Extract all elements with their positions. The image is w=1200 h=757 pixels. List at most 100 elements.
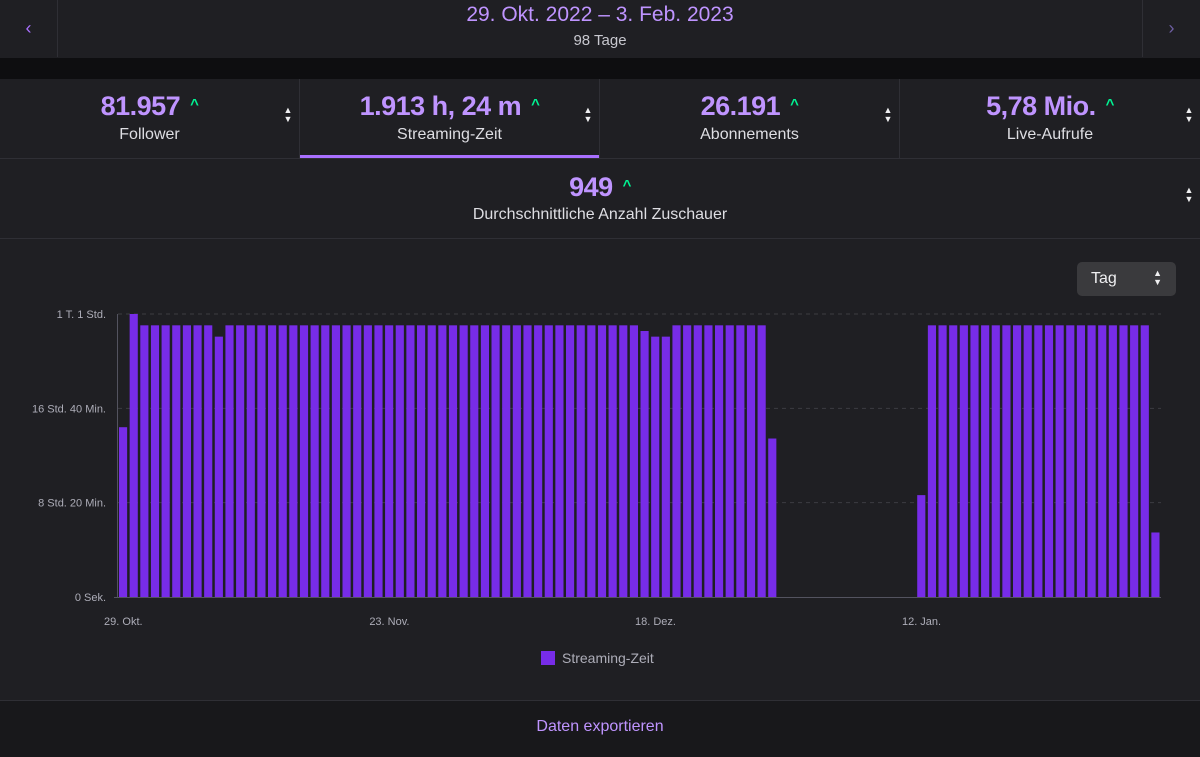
stat-value: 5,78 Mio.	[986, 91, 1096, 121]
y-tick-label: 1 T. 1 Std.	[57, 309, 106, 321]
chevron-right-icon: ›	[1168, 18, 1175, 38]
bar	[193, 325, 202, 597]
period-select[interactable]: Tag ▲ ▼	[1077, 262, 1176, 296]
divider-band	[0, 58, 1200, 79]
stat-card-followers[interactable]: 81.957 ^ Follower ▲ ▼	[0, 79, 300, 158]
bar	[289, 325, 298, 597]
stat-value: 26.191	[700, 91, 781, 121]
chevron-left-icon: ‹	[25, 18, 32, 38]
bar	[1044, 325, 1054, 597]
sort-icon[interactable]: ▲ ▼	[883, 105, 893, 124]
trend-up-icon: ^	[790, 96, 799, 113]
bar	[672, 325, 681, 597]
date-navigation-bar: ‹ 29. Okt. 2022 – 3. Feb. 2023 98 Tage ›	[0, 0, 1200, 59]
date-range: 29. Okt. 2022 – 3. Feb. 2023	[466, 3, 734, 26]
bar	[544, 325, 553, 597]
bar	[746, 325, 756, 597]
bar	[1013, 325, 1022, 597]
bar	[438, 325, 447, 597]
bar	[1055, 325, 1064, 597]
bar	[683, 325, 692, 597]
streaming-time-chart: 0 Sek. 8 Std. 20 Min. 16 Std. 40 Min. 1 T. …	[32, 309, 1161, 666]
bar	[140, 325, 149, 597]
bar	[268, 325, 277, 597]
sort-icon[interactable]: ▲ ▼	[583, 105, 593, 124]
bar	[523, 325, 532, 597]
bar	[757, 325, 766, 597]
bar	[214, 336, 223, 597]
bar	[310, 325, 319, 597]
bar	[225, 325, 234, 597]
bar	[182, 325, 191, 597]
bar	[736, 325, 745, 597]
stat-card-average-viewers[interactable]: 949 ^ Durchschnittliche Anzahl Zuschauer …	[0, 159, 1200, 239]
bar	[566, 325, 575, 597]
x-tick-label: 12. Jan.	[902, 616, 941, 628]
bar	[321, 325, 330, 597]
bar	[704, 325, 713, 597]
trend-up-icon: ^	[622, 177, 632, 194]
bar	[1130, 325, 1139, 597]
bar	[385, 325, 394, 597]
x-tick-label: 18. Dez.	[635, 616, 676, 628]
y-tick-label: 16 Std. 40 Min.	[32, 403, 106, 415]
bar	[927, 325, 936, 597]
trend-up-icon: ^	[190, 96, 199, 113]
bar	[555, 325, 564, 597]
bar	[1066, 325, 1075, 597]
previous-period-button[interactable]: ‹	[0, 0, 58, 57]
bar	[629, 325, 638, 597]
bar	[1087, 325, 1096, 597]
sort-icon[interactable]: ▲ ▼	[1184, 105, 1194, 124]
x-tick-label: 29. Okt.	[104, 616, 143, 628]
bar	[512, 325, 521, 597]
bar	[938, 325, 947, 597]
bar	[1002, 325, 1011, 597]
export-data-button[interactable]: Daten exportieren	[536, 718, 664, 735]
stat-card-streaming-time[interactable]: 1.913 h, 24 m ^ Streaming-Zeit ▲ ▼	[300, 79, 600, 158]
stat-label: Live-Aufrufe	[1006, 126, 1094, 143]
stat-label: Abonnements	[700, 126, 799, 143]
x-tick-label: 23. Nov.	[369, 616, 409, 628]
next-period-button[interactable]: ›	[1142, 0, 1200, 57]
sort-icon[interactable]: ▲ ▼	[283, 105, 293, 124]
bar	[1076, 325, 1085, 597]
bar	[417, 325, 426, 597]
bar	[374, 325, 383, 597]
stat-card-subscriptions[interactable]: 26.191 ^ Abonnements ▲ ▼	[600, 79, 900, 158]
bar	[715, 325, 724, 597]
bar	[119, 427, 128, 597]
stat-value: 81.957	[100, 91, 181, 121]
bar	[129, 314, 138, 597]
bar	[502, 325, 511, 597]
bar	[640, 330, 649, 597]
bar	[363, 325, 372, 597]
bar	[257, 325, 266, 597]
bar	[246, 325, 255, 597]
bar	[406, 325, 415, 597]
bar	[161, 325, 170, 597]
sort-icon[interactable]: ▲ ▼	[1184, 185, 1194, 204]
bar	[1023, 325, 1032, 597]
period-select-value: Tag	[1091, 270, 1117, 287]
trend-up-icon: ^	[531, 96, 540, 113]
bar	[491, 325, 500, 597]
bar	[342, 325, 351, 597]
bar	[619, 325, 628, 597]
bar	[353, 325, 362, 597]
legend-swatch	[541, 651, 555, 665]
bar	[331, 325, 340, 597]
bar	[587, 325, 596, 597]
bar	[576, 325, 585, 597]
bar	[1108, 325, 1117, 597]
bar	[480, 325, 489, 597]
bar	[597, 325, 607, 597]
bar	[1119, 325, 1128, 597]
y-tick-label: 0 Sek.	[75, 592, 106, 604]
bar	[172, 325, 181, 597]
bar	[959, 325, 968, 597]
footer: Daten exportieren	[0, 700, 1200, 757]
stat-label: Follower	[119, 126, 180, 143]
stat-card-live-views[interactable]: 5,78 Mio. ^ Live-Aufrufe ▲ ▼	[900, 79, 1200, 158]
bar	[448, 325, 458, 597]
